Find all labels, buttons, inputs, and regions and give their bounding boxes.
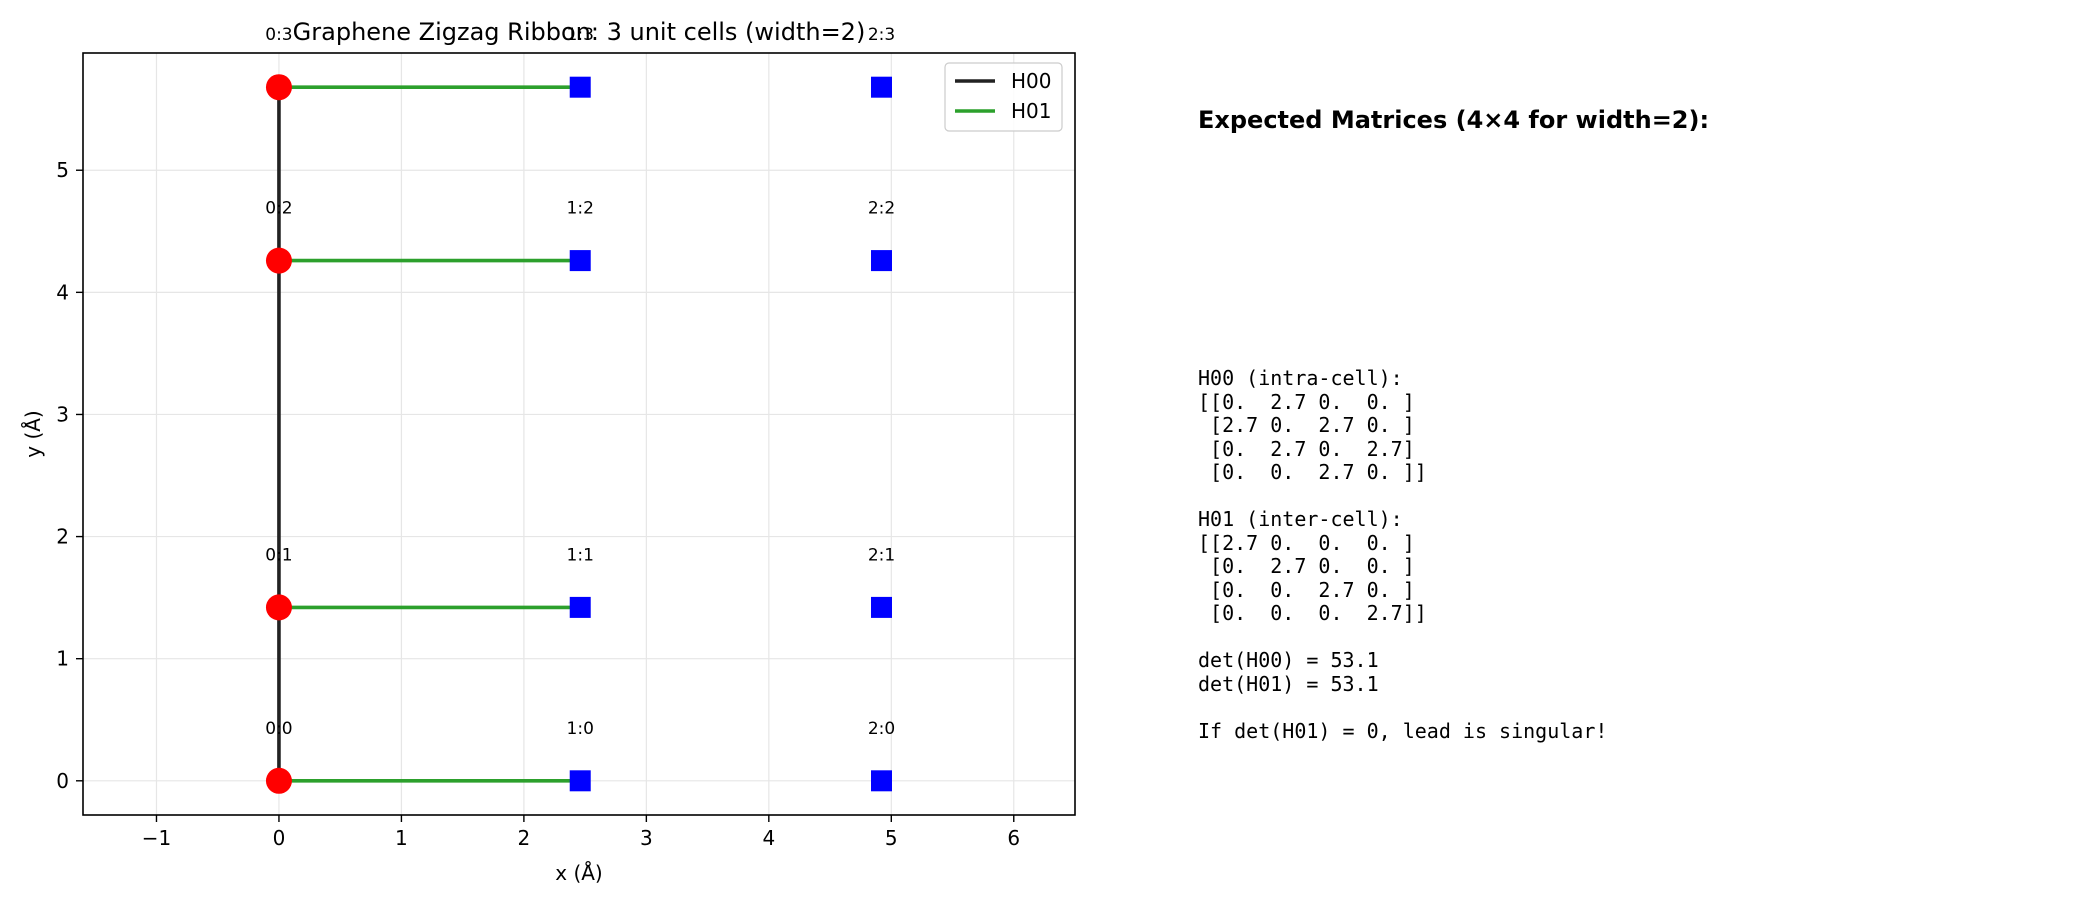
lattice-chart: 0:0 0:1 0:2 0:3 1:0 1:1 1:2 1:3 2:0 2:1 2:2 2:3 −1 0…: [21, 18, 1076, 885]
atom-point-circle: [265, 247, 292, 274]
x-tick-label: −1: [142, 826, 171, 850]
atom-label: 0:2: [265, 199, 292, 219]
atom-point-square: [870, 250, 892, 272]
atom-point-circle: [265, 767, 292, 794]
legend-label-h01: H01: [1011, 99, 1052, 123]
bond-lines: [277, 85, 581, 783]
atom-point-square: [569, 596, 591, 618]
atom-point-circle: [265, 74, 292, 101]
atom-point-circle: [265, 594, 292, 621]
chart-title: Graphene Zigzag Ribbon: 3 unit cells (wi…: [293, 18, 866, 46]
atom-label: 1:1: [567, 545, 594, 565]
y-axis-label: y (Å): [21, 410, 45, 457]
atom-label: 1:2: [567, 199, 594, 219]
x-tick-label: 1: [395, 826, 408, 850]
atom-label: 1:3: [567, 25, 594, 45]
atom-label: 1:0: [567, 719, 594, 739]
atom-point-square: [870, 76, 892, 98]
y-tick-label: 1: [56, 647, 69, 671]
atom-point-square: [569, 250, 591, 272]
axis-ticks: −1 0 1 2 3 4 5 6 0 1 2 3 4 5: [56, 158, 1020, 850]
x-tick-label: 5: [885, 826, 898, 850]
grid-lines: [83, 53, 1075, 815]
y-tick-label: 0: [56, 769, 69, 793]
atom-point-square: [569, 76, 591, 98]
atom-labels: 0:0 0:1 0:2 0:3 1:0 1:1 1:2 1:3 2:0 2:1 2:2 2:3: [265, 25, 895, 739]
plot-frame: [82, 52, 1076, 816]
atom-point-square: [569, 770, 591, 792]
atom-points: [265, 74, 892, 794]
x-axis-label: x (Å): [555, 861, 602, 885]
atom-label: 0:0: [265, 719, 292, 739]
legend: H00 H01: [944, 62, 1063, 132]
x-tick-label: 3: [640, 826, 653, 850]
x-tick-label: 2: [518, 826, 531, 850]
matrix-panel-text: H00 (intra-cell): [[0. 2.7 0. 0. ] [2.7 …: [1198, 366, 1608, 743]
y-tick-label: 2: [56, 525, 69, 549]
atom-point-square: [870, 770, 892, 792]
atom-label: 0:3: [265, 25, 292, 45]
legend-label-h00: H00: [1011, 69, 1052, 93]
y-tick-label: 4: [56, 280, 69, 304]
atom-label: 2:0: [868, 719, 895, 739]
y-tick-label: 3: [56, 402, 69, 426]
matrix-panel-heading: Expected Matrices (4×4 for width=2):: [1198, 106, 1710, 134]
y-tick-label: 5: [56, 158, 69, 182]
atom-label: 2:2: [868, 199, 895, 219]
matrix-panel: Expected Matrices (4×4 for width=2): H00…: [1198, 0, 2078, 900]
x-tick-label: 0: [273, 826, 286, 850]
atom-label: 2:3: [868, 25, 895, 45]
atom-label: 2:1: [868, 545, 895, 565]
x-tick-label: 6: [1007, 826, 1020, 850]
atom-label: 0:1: [265, 545, 292, 565]
x-tick-label: 4: [762, 826, 775, 850]
atom-point-square: [870, 596, 892, 618]
